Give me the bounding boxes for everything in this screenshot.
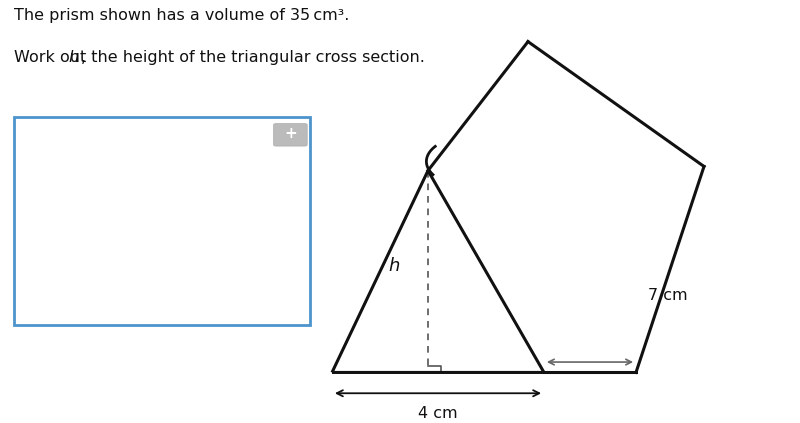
Text: h: h	[68, 50, 78, 65]
Text: +: +	[284, 126, 297, 142]
Text: 7 cm: 7 cm	[648, 288, 688, 303]
Text: , the height of the triangular cross section.: , the height of the triangular cross sec…	[81, 50, 425, 65]
Text: 4 cm: 4 cm	[418, 406, 458, 421]
Text: The prism shown has a volume of 35 cm³.: The prism shown has a volume of 35 cm³.	[14, 8, 350, 23]
Text: $h$: $h$	[388, 257, 400, 275]
FancyBboxPatch shape	[274, 124, 307, 146]
Text: Work out: Work out	[14, 50, 92, 65]
Bar	[14, 116, 310, 324]
